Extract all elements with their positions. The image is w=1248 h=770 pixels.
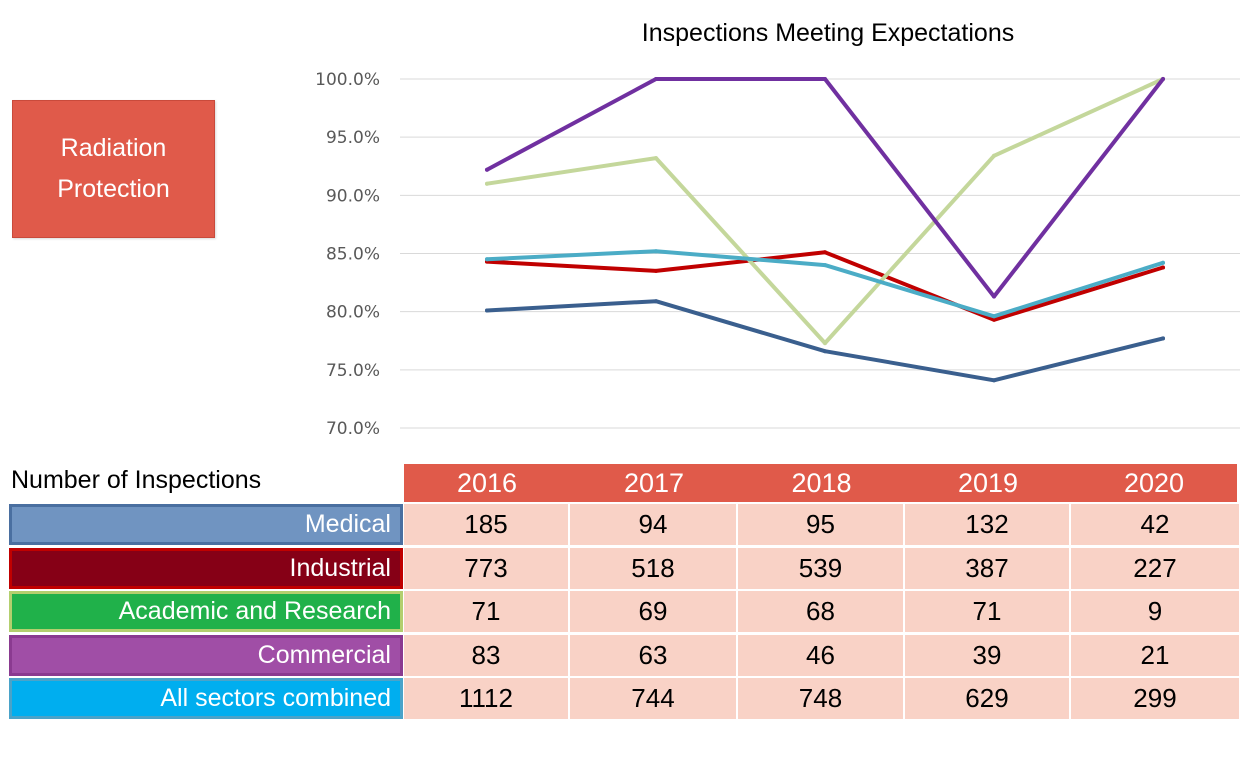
table-cell: 748 <box>738 678 903 719</box>
y-axis-ticks: 70.0% 75.0% 80.0% 85.0% 90.0% 95.0% 100.0% <box>315 70 380 439</box>
data-point-medical <box>485 308 489 313</box>
y-tick-label: 100.0% <box>315 70 380 90</box>
badge-line-2: Protection <box>57 175 170 203</box>
data-point-academic <box>485 181 489 186</box>
data-point-industrial <box>823 250 827 255</box>
table-cell: 299 <box>1071 678 1239 719</box>
data-point-industrial <box>654 268 658 273</box>
data-point-medical <box>1161 336 1165 341</box>
table-cell: 71 <box>404 591 568 632</box>
table-cell: 185 <box>404 504 568 545</box>
year-header-2020: 2020 <box>1071 464 1237 502</box>
row-label-industrial: Industrial <box>9 548 403 589</box>
series-line-industrial <box>485 250 1165 322</box>
chart-title: Inspections Meeting Expectations <box>642 19 1014 47</box>
data-point-commercial <box>992 294 996 299</box>
table-cell: 63 <box>570 635 736 676</box>
data-point-all <box>485 257 489 262</box>
table-cell: 42 <box>1071 504 1239 545</box>
table-cell: 21 <box>1071 635 1239 676</box>
table-cell: 629 <box>905 678 1069 719</box>
table-cell: 69 <box>570 591 736 632</box>
y-tick-label: 85.0% <box>326 245 380 265</box>
table-cell: 132 <box>905 504 1069 545</box>
data-point-academic <box>823 341 827 346</box>
data-point-commercial <box>823 77 827 81</box>
data-point-medical <box>992 378 996 383</box>
table-cell: 227 <box>1071 548 1239 589</box>
table-cell: 68 <box>738 591 903 632</box>
data-point-industrial <box>992 317 996 322</box>
row-label-academic-and-research: Academic and Research <box>9 591 403 632</box>
table-cell: 94 <box>570 504 736 545</box>
line-chart: Inspections Meeting Expectations 70.0% 75… <box>315 19 1240 439</box>
data-point-academic <box>654 156 658 161</box>
data-point-all <box>1161 260 1165 265</box>
gridlines <box>400 78 1240 429</box>
data-point-commercial <box>654 77 658 81</box>
series-lines <box>485 77 1165 383</box>
year-header-2016: 2016 <box>404 464 570 502</box>
y-tick-label: 95.0% <box>326 128 380 148</box>
data-point-all <box>823 263 827 268</box>
data-point-industrial <box>1161 265 1165 270</box>
data-point-medical <box>654 299 658 304</box>
year-header-2017: 2017 <box>570 464 738 502</box>
y-tick-label: 80.0% <box>326 303 380 323</box>
row-label-all-sectors-combined: All sectors combined <box>9 678 403 719</box>
badge-line-1: Radiation <box>60 134 167 162</box>
data-point-all <box>654 249 658 254</box>
year-header-2018: 2018 <box>738 464 905 502</box>
table-cell: 387 <box>905 548 1069 589</box>
table-cell: 744 <box>570 678 736 719</box>
table-cell: 9 <box>1071 591 1239 632</box>
y-tick-label: 90.0% <box>326 186 380 206</box>
table-cell: 39 <box>905 635 1069 676</box>
data-point-commercial <box>485 167 489 172</box>
y-tick-label: 75.0% <box>326 361 380 381</box>
table-caption: Number of Inspections <box>11 466 262 494</box>
table-cell: 83 <box>404 635 568 676</box>
row-label-commercial: Commercial <box>9 635 403 676</box>
table-cell: 71 <box>905 591 1069 632</box>
table-cell: 46 <box>738 635 903 676</box>
radiation-protection-badge: Radiation Protection <box>12 100 215 238</box>
table-cell: 1112 <box>404 678 568 719</box>
row-label-medical: Medical <box>9 504 403 545</box>
table-cell: 539 <box>738 548 903 589</box>
data-point-academic <box>992 153 996 158</box>
table-cell: 773 <box>404 548 568 589</box>
data-point-all <box>992 314 996 319</box>
year-header-2019: 2019 <box>905 464 1071 502</box>
data-point-medical <box>823 349 827 354</box>
table-cell: 518 <box>570 548 736 589</box>
y-tick-label: 70.0% <box>326 419 380 439</box>
table-cell: 95 <box>738 504 903 545</box>
data-point-commercial <box>1161 77 1165 81</box>
